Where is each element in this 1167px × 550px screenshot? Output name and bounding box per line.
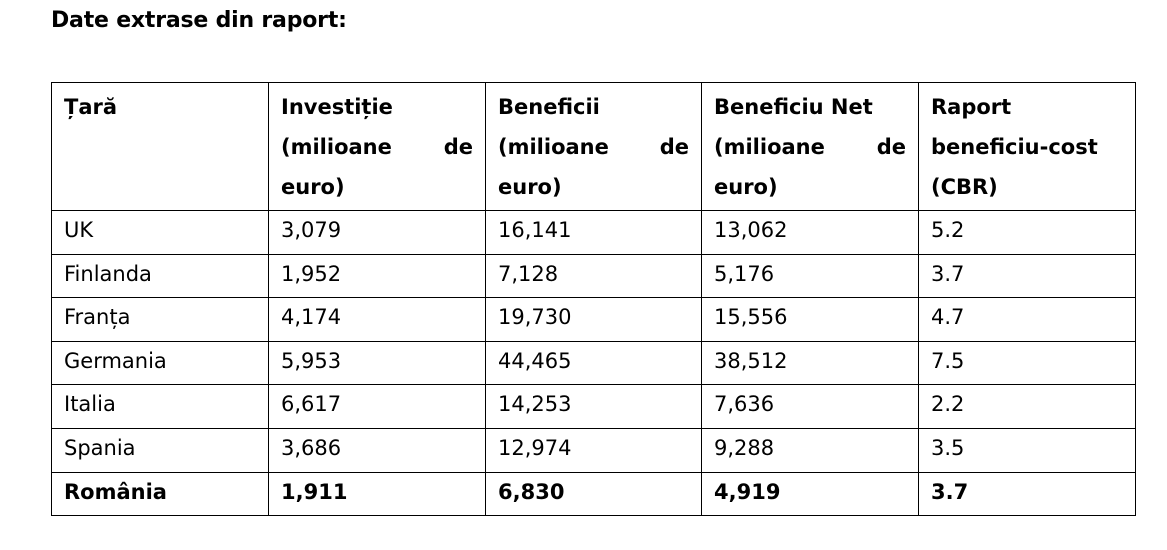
cell-country: România [51,471,269,517]
header-net-benefit-line3: euro) [714,175,778,199]
header-cbr-line1: Raport [931,95,1012,119]
header-investment-line3: euro) [281,175,345,199]
cell-country: Franța [51,297,269,342]
cell-benefits: 14,253 [485,384,702,429]
cell-country: UK [51,210,269,255]
data-table: Țară Investiție (milioane de euro) Benef… [51,82,1136,517]
header-benefits-line3: euro) [498,175,562,199]
header-net-benefit-line1: Beneficiu Net [714,95,873,119]
cell-net-benefit: 38,512 [701,340,919,386]
table-row: Franța 4,174 19,730 15,556 4.7 [51,297,1136,342]
header-net-benefit: Beneficiu Net (milioane de euro) [701,82,919,211]
header-investment: Investiție (milioane de euro) [268,82,486,211]
header-cbr: Raport beneficiu-cost (CBR) [918,82,1136,211]
cell-investment: 3,686 [268,427,486,473]
cell-investment: 5,953 [268,340,486,386]
header-benefits: Beneficii (milioane de euro) [485,82,702,211]
cell-net-benefit: 4,919 [701,471,919,517]
header-investment-word1: (milioane [281,135,392,159]
header-cbr-line2: beneficiu-cost [931,135,1098,159]
header-benefits-word1: (milioane [498,135,609,159]
header-benefits-line2: (milioane de [498,127,689,167]
cell-benefits: 16,141 [485,210,702,255]
cell-net-benefit: 13,062 [701,210,919,255]
header-investment-word2: de [443,135,473,159]
cell-investment: 1,952 [268,253,486,299]
cell-cbr: 5.2 [918,210,1136,255]
header-net-benefit-word1: (milioane [714,135,825,159]
cell-net-benefit: 15,556 [701,297,919,342]
cell-net-benefit: 7,636 [701,384,919,429]
cell-cbr: 2.2 [918,384,1136,429]
cell-benefits: 7,128 [485,253,702,299]
table-header-row: Țară Investiție (milioane de euro) Benef… [51,82,1136,211]
table-row: Spania 3,686 12,974 9,288 3.5 [51,427,1136,473]
header-net-benefit-word2: de [876,135,906,159]
table-row: Finlanda 1,952 7,128 5,176 3.7 [51,253,1136,299]
cell-benefits: 12,974 [485,427,702,473]
table-row: UK 3,079 16,141 13,062 5.2 [51,210,1136,255]
header-net-benefit-line2: (milioane de [714,127,906,167]
cell-cbr: 7.5 [918,340,1136,386]
cell-benefits: 6,830 [485,471,702,517]
header-cbr-line3: (CBR) [931,175,998,199]
header-benefits-word2: de [659,135,689,159]
table-row: Italia 6,617 14,253 7,636 2.2 [51,384,1136,429]
cell-cbr: 3.7 [918,471,1136,517]
cell-investment: 4,174 [268,297,486,342]
cell-country: Germania [51,340,269,386]
cell-country: Finlanda [51,253,269,299]
cell-cbr: 3.5 [918,427,1136,473]
table-row-highlight: România 1,911 6,830 4,919 3.7 [51,471,1136,517]
cell-benefits: 19,730 [485,297,702,342]
cell-benefits: 44,465 [485,340,702,386]
page-title: Date extrase din raport: [51,8,347,33]
cell-net-benefit: 5,176 [701,253,919,299]
cell-investment: 1,911 [268,471,486,517]
cell-cbr: 4.7 [918,297,1136,342]
cell-cbr: 3.7 [918,253,1136,299]
header-country-label: Țară [64,95,118,119]
table-row: Germania 5,953 44,465 38,512 7.5 [51,340,1136,386]
cell-net-benefit: 9,288 [701,427,919,473]
header-country: Țară [51,82,269,211]
header-investment-line1: Investiție [281,95,393,119]
cell-investment: 6,617 [268,384,486,429]
cell-country: Spania [51,427,269,473]
header-benefits-line1: Beneficii [498,95,600,119]
header-investment-line2: (milioane de [281,127,473,167]
cell-country: Italia [51,384,269,429]
cell-investment: 3,079 [268,210,486,255]
